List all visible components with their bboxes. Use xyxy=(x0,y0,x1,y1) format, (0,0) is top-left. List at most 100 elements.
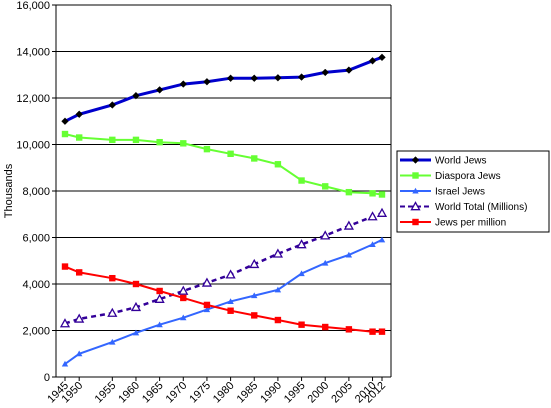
y-tick-label: 4,000 xyxy=(22,279,50,291)
y-tick-label: 0 xyxy=(44,372,50,384)
legend-label: Jews per million xyxy=(435,218,506,229)
data-point xyxy=(376,207,388,217)
y-tick-label: 16,000 xyxy=(16,0,50,12)
data-point xyxy=(75,350,83,357)
x-tick-label: 1965 xyxy=(140,380,166,406)
legend-label: World Total (Millions) xyxy=(435,202,527,213)
data-point xyxy=(226,74,235,82)
data-point xyxy=(227,150,234,157)
data-point xyxy=(203,301,211,309)
data-point xyxy=(272,248,284,258)
series-line xyxy=(64,238,383,365)
data-point xyxy=(179,80,188,88)
series-world-jews xyxy=(61,53,386,126)
data-point xyxy=(180,140,187,147)
series-diaspora-jews xyxy=(61,130,386,198)
data-point xyxy=(107,307,118,317)
y-tick-label: 12,000 xyxy=(16,93,50,105)
data-point xyxy=(180,294,187,302)
data-point xyxy=(345,251,353,258)
data-point xyxy=(369,241,376,248)
data-point xyxy=(108,101,117,109)
data-point xyxy=(130,301,142,312)
data-point xyxy=(61,360,69,367)
series-line xyxy=(64,211,383,325)
data-point xyxy=(225,269,236,279)
series-world-total-millions xyxy=(59,207,388,328)
legend-item: Israel Jews xyxy=(400,187,485,198)
data-point xyxy=(109,338,116,345)
x-tick-label: 2005 xyxy=(329,380,355,406)
data-point xyxy=(75,269,83,276)
data-point xyxy=(180,314,187,321)
data-point xyxy=(250,74,259,82)
data-point xyxy=(298,270,305,277)
x-tick-label: 1990 xyxy=(258,380,284,406)
data-point xyxy=(378,328,386,335)
data-point xyxy=(369,190,376,197)
data-point xyxy=(203,306,211,313)
data-point xyxy=(59,318,71,328)
data-point xyxy=(343,220,354,230)
data-point xyxy=(251,155,258,162)
y-tick-label: 6,000 xyxy=(22,233,50,245)
x-tick-label: 1970 xyxy=(164,380,190,406)
y-tick-label: 2,000 xyxy=(22,326,50,338)
data-point xyxy=(132,91,140,100)
data-point xyxy=(345,66,353,74)
data-point xyxy=(410,201,421,211)
data-point xyxy=(75,110,83,119)
series-jews-per-million xyxy=(61,263,386,335)
data-point xyxy=(61,117,69,126)
data-point xyxy=(227,307,234,314)
x-tick-label: 1985 xyxy=(235,380,261,406)
y-tick-label: 10,000 xyxy=(16,140,50,152)
data-point xyxy=(321,68,329,77)
data-point xyxy=(227,298,234,304)
data-point xyxy=(298,177,305,184)
data-point xyxy=(411,156,420,164)
gridlines xyxy=(56,4,391,331)
data-point xyxy=(368,57,377,65)
x-tick-label: 1960 xyxy=(116,380,142,406)
data-point xyxy=(61,130,69,138)
data-point xyxy=(74,313,85,323)
data-point xyxy=(61,263,69,270)
data-point xyxy=(156,287,163,295)
data-point xyxy=(378,191,386,198)
y-axis-title: Thousands xyxy=(3,163,15,218)
data-point xyxy=(367,211,378,221)
data-point xyxy=(322,259,329,266)
series-line xyxy=(64,133,383,196)
data-point xyxy=(201,277,213,287)
data-point xyxy=(154,293,165,303)
x-tick-label: 1955 xyxy=(93,380,119,406)
data-point xyxy=(203,77,211,86)
data-point xyxy=(297,73,306,81)
data-point xyxy=(298,321,305,328)
data-point xyxy=(296,239,307,249)
data-point xyxy=(412,187,419,194)
data-point xyxy=(320,230,331,240)
data-point xyxy=(322,183,329,190)
y-tick-label: 14,000 xyxy=(16,47,50,59)
legend-label: World Jews xyxy=(435,156,487,167)
data-point xyxy=(109,136,116,144)
data-point xyxy=(132,280,140,288)
data-point xyxy=(178,285,189,295)
data-point xyxy=(322,323,329,331)
data-point xyxy=(378,53,386,62)
y-axis-ticks: 0 2,000 4,000 6,000 8,000 10,000 12,000 14,000 1… xyxy=(16,0,56,384)
legend: World Jews Diaspora Jews Israel Jews World … xyxy=(396,150,550,233)
series-group xyxy=(59,53,388,367)
data-point xyxy=(412,172,419,179)
data-point xyxy=(109,274,116,282)
data-point xyxy=(412,218,419,226)
legend-label: Israel Jews xyxy=(435,187,485,198)
data-point xyxy=(156,138,163,146)
data-point xyxy=(345,188,353,196)
data-point xyxy=(274,286,282,293)
data-point xyxy=(251,312,258,319)
